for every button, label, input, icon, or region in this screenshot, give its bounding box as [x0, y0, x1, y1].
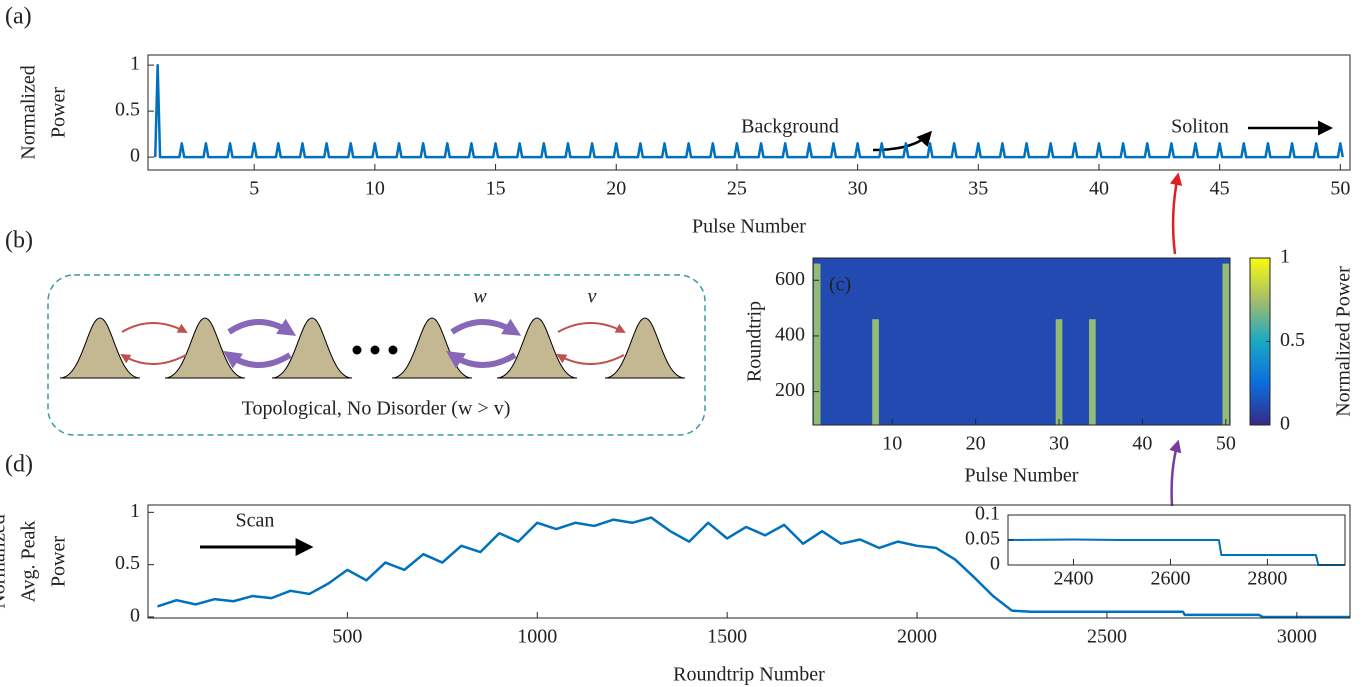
- x-tick-label: 2400: [1053, 568, 1093, 590]
- x-tick-label: 500: [332, 626, 362, 648]
- data-line: [157, 516, 1350, 619]
- y-tick-label: 0.05: [965, 528, 1000, 550]
- y-tick-label: 200: [775, 379, 805, 401]
- x-axis-label: Pulse Number: [692, 216, 806, 238]
- heatmap-background: [813, 258, 1230, 425]
- diagram-caption: Topological, No Disorder (w > v): [242, 398, 511, 420]
- x-tick-label: 10: [882, 433, 902, 455]
- x-tick-label: 2500: [1087, 626, 1127, 648]
- x-axis-label: Pulse Number: [965, 465, 1079, 487]
- y-tick-label: 0.5: [115, 99, 140, 121]
- x-axis-label: Roundtrip Number: [673, 664, 825, 686]
- heatmap-stripe: [872, 319, 879, 425]
- x-tick-label: 20: [606, 178, 626, 200]
- y-tick-label: 1: [130, 53, 140, 75]
- axes-frame: [812, 257, 1231, 426]
- colorbar-label: Normalized Power: [1333, 266, 1355, 417]
- axes-frame: [147, 54, 1351, 171]
- data-line: [1008, 538, 1345, 566]
- x-tick-label: 50: [1330, 178, 1350, 200]
- y-tick-label: 400: [775, 324, 805, 346]
- y-tick-label: 0: [990, 553, 1000, 575]
- ellipsis: [352, 345, 398, 355]
- x-tick-label: 10: [365, 178, 385, 200]
- annotation: Scan: [236, 510, 275, 532]
- x-tick-label: 30: [848, 178, 868, 200]
- y-tick-label: 0: [130, 145, 140, 167]
- annotation: Background: [741, 116, 839, 138]
- colorbar-tick-label: 0.5: [1280, 329, 1305, 351]
- link-arrow: [1169, 439, 1182, 507]
- y-axis-label: Roundtrip: [744, 301, 766, 382]
- x-tick-label: 1500: [707, 626, 747, 648]
- x-tick-label: 40: [1089, 178, 1109, 200]
- coupling-label: v: [588, 286, 597, 308]
- heatmap-stripe: [813, 263, 821, 425]
- annotation: Soliton: [1171, 116, 1229, 138]
- y-axis-label: Avg. Peak: [18, 521, 40, 603]
- pulses: [59, 317, 686, 379]
- heatmap-stripe: [1055, 319, 1063, 425]
- y-axis-label: Normalized: [18, 65, 40, 159]
- panel-label: (b): [5, 228, 33, 254]
- x-tick-label: 15: [486, 178, 506, 200]
- x-tick-label: 45: [1210, 178, 1230, 200]
- x-tick-label: 20: [966, 433, 986, 455]
- x-tick-label: 35: [968, 178, 988, 200]
- heatmap-stripe: [1089, 319, 1096, 425]
- y-tick-label: 1: [130, 500, 140, 522]
- panel-label: (d): [5, 452, 33, 478]
- coupling-arrows: [120, 318, 626, 369]
- link-arrow: [1169, 172, 1183, 255]
- y-tick-label: 0: [130, 605, 140, 627]
- axes-frame: [147, 504, 1351, 619]
- x-tick-label: 1000: [517, 626, 557, 648]
- colorbar-tick-label: 0: [1280, 413, 1290, 435]
- coupling-label: w: [473, 286, 487, 308]
- y-tick-label: 0.1: [975, 503, 1000, 525]
- y-axis-label: Normalized: [0, 514, 10, 608]
- x-tick-label: 5: [249, 178, 259, 200]
- x-tick-label: 2600: [1150, 568, 1190, 590]
- heatmap-stripe: [1222, 263, 1230, 425]
- x-tick-label: 50: [1216, 433, 1236, 455]
- colorbar-tick-label: 1: [1280, 246, 1290, 268]
- x-tick-label: 3000: [1277, 626, 1317, 648]
- panel-label: (c): [829, 274, 851, 296]
- x-tick-label: 30: [1049, 433, 1069, 455]
- y-tick-label: 0.5: [115, 552, 140, 574]
- panel-label: (a): [5, 4, 32, 30]
- y-axis-label: Power: [48, 87, 70, 138]
- x-tick-label: 25: [727, 178, 747, 200]
- x-tick-label: 2000: [897, 626, 937, 648]
- y-axis-label: Power: [48, 536, 70, 587]
- diagram-box: [47, 274, 706, 436]
- x-tick-label: 40: [1132, 433, 1152, 455]
- data-line: [153, 63, 1344, 159]
- y-tick-label: 600: [775, 268, 805, 290]
- x-tick-label: 2800: [1247, 568, 1287, 590]
